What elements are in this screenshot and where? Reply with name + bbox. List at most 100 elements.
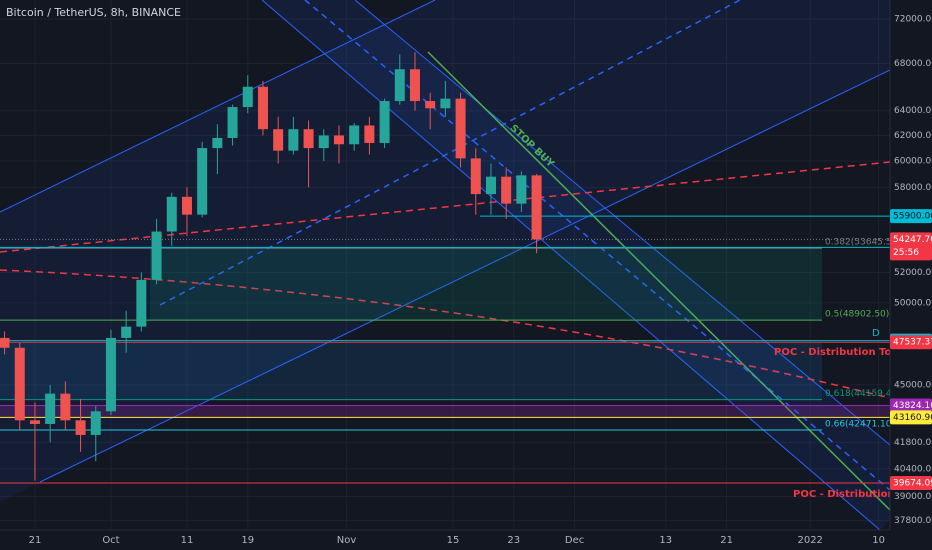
- price-label: 43824.10: [893, 401, 932, 411]
- y-tick-label: 58000.00: [894, 183, 932, 193]
- candle-body: [60, 393, 71, 421]
- x-tick-label: 15: [447, 535, 460, 546]
- candle-body: [455, 98, 466, 159]
- x-tick-label: 10: [872, 535, 885, 546]
- candle-body: [425, 101, 436, 109]
- fib-label: 0.5(48902.50): [825, 310, 889, 320]
- y-tick-label: 39000.00: [894, 492, 932, 502]
- candle-body: [379, 101, 390, 144]
- chart-title: Bitcoin / TetherUS, 8h, BINANCE: [6, 6, 181, 19]
- candle-body: [212, 137, 223, 149]
- drawings: [0, 0, 890, 530]
- falling-channel-fill: [262, 0, 890, 530]
- grid: [0, 0, 890, 530]
- candle-body: [227, 107, 238, 138]
- candle-body: [151, 231, 162, 280]
- price-label-bg: [890, 398, 932, 413]
- fib-label: 0.618(44159.49): [825, 389, 901, 399]
- candle-body: [14, 347, 25, 421]
- candle-body: [0, 337, 10, 348]
- y-tick-label: 52000.00: [894, 268, 932, 278]
- candle-body: [303, 129, 314, 149]
- candle-body: [75, 420, 86, 435]
- x-tick-label: 2022: [797, 535, 822, 546]
- candle-body: [197, 148, 208, 215]
- y-tick-label: 60000.00: [894, 156, 932, 166]
- y-tick-label: 64000.00: [894, 106, 932, 116]
- fib-label: 0.66(42471.10): [825, 419, 895, 429]
- candle-body: [349, 125, 360, 145]
- x-tick-label: Oct: [102, 535, 119, 546]
- candle-body: [166, 196, 177, 232]
- candle-body: [242, 86, 253, 108]
- candle-body: [288, 129, 299, 151]
- countdown: 25:56: [893, 248, 919, 258]
- price-label: 55900.00: [893, 212, 932, 222]
- channel-line: [261, 0, 881, 530]
- candle-body: [364, 125, 375, 144]
- candle-body: [257, 86, 268, 130]
- y-tick-label: 45000.00: [894, 380, 932, 390]
- y-tick-label: 40400.00: [894, 464, 932, 474]
- candle-body: [181, 196, 192, 215]
- channel-line: [0, 0, 436, 213]
- purple-zone: [0, 405, 890, 418]
- candle-body: [105, 337, 116, 412]
- stop-buy-line: [427, 51, 890, 511]
- candle-body: [29, 420, 40, 424]
- fib-zone: [0, 342, 822, 400]
- red-trend-line: [0, 161, 890, 253]
- x-tick-label: Dec: [565, 535, 584, 546]
- x-tick-label: 11: [181, 535, 194, 546]
- red-trend-line: [0, 269, 890, 399]
- axes: 72000.00 68000.00 64000.00 62000.00 60000.00…: [29, 15, 932, 546]
- channel-line: [39, 69, 890, 483]
- y-tick-label: 41800.00: [894, 438, 932, 448]
- price-label-bg: [890, 410, 932, 425]
- candles: [0, 52, 542, 481]
- price-label: 47537.37: [893, 338, 932, 348]
- last-price-label: 54247.70: [893, 235, 932, 245]
- candle-body: [90, 411, 101, 435]
- y-tick-label: 62000.00: [894, 131, 932, 141]
- candle-body: [409, 69, 420, 102]
- y-tick-label: 68000.00: [894, 59, 932, 69]
- price-label-bg: [890, 476, 932, 491]
- candle-body: [531, 175, 542, 240]
- candle-body: [485, 176, 496, 195]
- candle-body: [333, 135, 344, 145]
- price-axis: [890, 0, 932, 550]
- channel-line: [354, 0, 890, 446]
- y-tick-label: 37800.00: [894, 516, 932, 526]
- time-axis: [0, 530, 932, 550]
- annotation: D: [872, 328, 880, 339]
- candle-body: [45, 393, 56, 424]
- y-tick-label: 50000.00: [894, 298, 932, 308]
- candle-body: [136, 279, 147, 327]
- fib-label: 0.382(53645.51): [825, 238, 901, 248]
- levels: [0, 215, 890, 484]
- annotation: POC - Distribution: [793, 489, 895, 500]
- price-label-bg: [890, 209, 932, 224]
- x-tick-label: 23: [507, 535, 520, 546]
- x-tick-label: Nov: [337, 535, 357, 546]
- candle-body: [394, 69, 405, 102]
- candle-body: [516, 175, 527, 204]
- last-price-bg: [890, 232, 932, 261]
- x-tick-label: 21: [720, 535, 733, 546]
- x-tick-label: 21: [29, 535, 42, 546]
- price-label-bg: [890, 335, 932, 350]
- fib-zone: [150, 248, 822, 321]
- x-tick-label: 19: [241, 535, 254, 546]
- candle-body: [501, 176, 512, 204]
- price-label: 39674.09: [893, 479, 932, 489]
- price-label: 43160.90: [893, 413, 932, 423]
- rising-channel-fill: [0, 0, 890, 502]
- candle-body: [440, 98, 451, 109]
- y-tick-label: 72000.00: [894, 15, 932, 25]
- candle-body: [273, 129, 284, 151]
- annotation: POC - Distribution Top: [774, 347, 899, 358]
- candle-body: [121, 326, 132, 338]
- x-tick-label: 13: [659, 535, 672, 546]
